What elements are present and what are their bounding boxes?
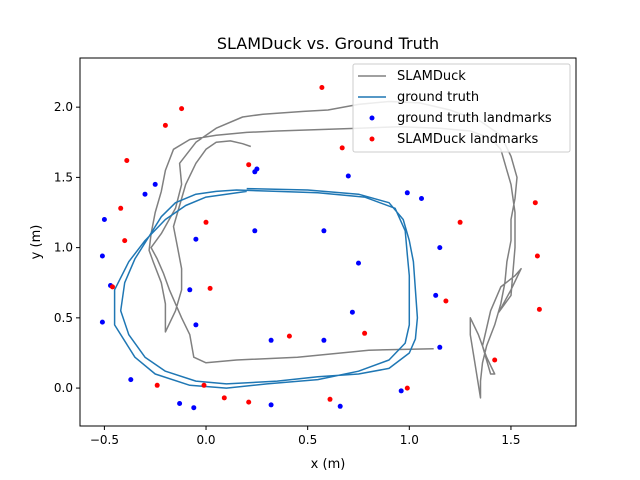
series-3-point-18	[404, 385, 410, 391]
series-3-point-5	[162, 122, 168, 128]
series-3-point-9	[207, 285, 213, 291]
series-3-point-19	[443, 298, 449, 304]
series-2-point-17	[321, 228, 327, 234]
series-2-point-7	[177, 401, 183, 406]
series-2-point-5	[142, 191, 148, 197]
series-2-point-20	[345, 173, 351, 179]
legend-label-2: ground truth landmarks	[397, 111, 552, 126]
series-2-point-2	[99, 319, 105, 325]
series-3-point-0	[110, 284, 115, 290]
x-tick-label-1: 0.0	[196, 433, 215, 447]
series-3-point-16	[339, 145, 345, 151]
y-tick-label-0: 0.0	[54, 381, 73, 395]
series-2-point-16	[268, 402, 274, 408]
series-line-1	[113, 187, 419, 389]
series-2-point-24	[404, 190, 410, 196]
series-3-point-23	[534, 253, 540, 259]
series-3-point-15	[327, 396, 333, 402]
series-3-point-7	[201, 382, 207, 388]
legend-label-1: ground truth	[397, 90, 479, 105]
x-tick-label-4: 1.5	[501, 433, 520, 447]
series-2-point-26	[433, 292, 439, 298]
series-2-point-23	[398, 388, 404, 394]
y-axis-label: y (m)	[29, 225, 44, 260]
series-3-point-14	[319, 85, 325, 90]
x-tick-label-3: 1.0	[400, 433, 419, 447]
series-2-point-21	[349, 309, 355, 315]
series-3-point-10	[221, 395, 227, 401]
series-3-point-21	[492, 357, 498, 363]
series-2-point-22	[356, 260, 361, 266]
series-2-point-11	[193, 322, 199, 328]
legend-entries: SLAMDuck ground truth ground truth landmar…	[358, 69, 552, 147]
x-tick-label-2: 0.5	[298, 433, 317, 447]
series-3-point-8	[203, 219, 209, 225]
series-3-point-12	[246, 399, 252, 405]
plot-area	[99, 85, 542, 411]
series-3-point-1	[118, 205, 124, 211]
series-3-point-2	[122, 238, 128, 244]
x-tick-label-0: −0.5	[90, 433, 119, 447]
axes-frame	[79, 57, 577, 427]
series-3-point-24	[536, 306, 542, 312]
series-3-point-3	[124, 158, 130, 163]
series-2-point-15	[268, 337, 274, 343]
series-2-point-10	[193, 236, 199, 242]
series-3-point-20	[457, 219, 463, 225]
y-tick-label-2: 1.0	[54, 241, 73, 255]
legend: SLAMDuck ground truth ground truth landmar…	[352, 63, 571, 153]
legend-label-3: SLAMDuck landmarks	[397, 132, 539, 147]
x-axis-label: x (m)	[311, 457, 346, 472]
series-2-point-0	[101, 217, 107, 222]
series-2-point-4	[128, 377, 134, 383]
series-2-point-19	[337, 403, 343, 409]
y-tick-label-4: 2.0	[54, 100, 73, 114]
legend-box	[352, 63, 571, 153]
y-tick-label-1: 0.5	[54, 311, 73, 325]
series-2-point-25	[419, 196, 424, 201]
series-3-point-11	[246, 162, 252, 168]
series-3-point-4	[154, 382, 160, 388]
series-2-point-9	[191, 405, 197, 411]
y-tick-label-3: 1.5	[54, 170, 73, 184]
series-2-point-8	[187, 287, 193, 293]
series-2-point-6	[152, 181, 158, 187]
legend-swatch-2	[369, 115, 375, 121]
series-3-point-6	[179, 106, 185, 112]
legend-swatch-3	[369, 136, 375, 142]
series-line-0	[148, 100, 522, 399]
legend-label-0: SLAMDuck	[397, 69, 466, 84]
x-axis: −0.5 0.0 0.5 1.0 1.5	[90, 426, 520, 447]
series-2-point-13	[254, 166, 260, 172]
series-2-point-28	[437, 344, 443, 350]
series-2-point-18	[321, 337, 327, 343]
series-2-point-27	[437, 245, 443, 251]
series-3-point-22	[532, 200, 538, 206]
series-2-point-1	[99, 253, 105, 259]
chart-title: SLAMDuck vs. Ground Truth	[217, 34, 439, 53]
series-2-point-14	[252, 228, 258, 234]
series-3-point-13	[286, 333, 292, 339]
y-axis: 0.0 0.5 1.0 1.5 2.0	[54, 100, 80, 395]
series-3-point-17	[362, 330, 368, 336]
